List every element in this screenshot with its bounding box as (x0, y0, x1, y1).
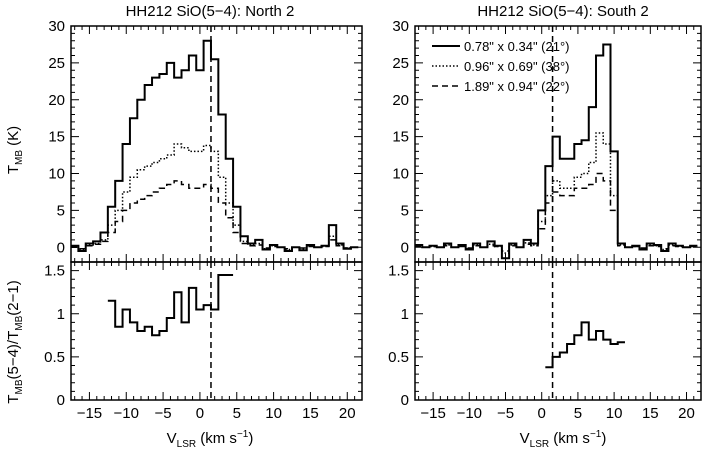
x-tick-label: −10 (457, 405, 482, 422)
y-tick-label: 1.5 (388, 263, 409, 280)
y-tick-label: 0 (401, 392, 409, 409)
series-solid-line (545, 321, 625, 369)
y-tick-label: 30 (392, 18, 409, 35)
x-tick-label: −10 (114, 405, 139, 422)
y-tick-label: 20 (48, 92, 65, 109)
y-tick-label: 20 (392, 92, 409, 109)
y-tick-label: 1 (401, 306, 409, 323)
x-tick-label: −15 (420, 405, 445, 422)
y-tick-label: 0.5 (44, 349, 65, 366)
y-tick-label: 5 (401, 202, 409, 219)
x-tick-label: 0 (538, 405, 546, 422)
x-tick-label: 20 (339, 405, 356, 422)
y-tick-label: 15 (48, 129, 65, 146)
x-tick-label: 10 (265, 405, 282, 422)
legend-label-dashed: 1.89" x 0.94" (22°) (464, 79, 570, 94)
x-tick-label: 0 (196, 405, 204, 422)
xlabel-left: VLSR (km s−1) (167, 429, 254, 450)
y-tick-label: 0 (57, 239, 65, 256)
panel-south-spectrum: 0 5 10 15 20 25 30 (392, 18, 702, 263)
y-tick-label: 10 (392, 166, 409, 183)
y-tick-label: 25 (392, 55, 409, 72)
series-dashed-line (415, 172, 698, 252)
plot-frame (70, 25, 363, 263)
series-dotted-line (71, 143, 359, 251)
panel-north-spectrum: 0 5 10 15 20 25 30 (48, 18, 363, 263)
x-tick-label: 5 (574, 405, 582, 422)
plot-frame (70, 261, 363, 401)
y-tick-label: 0 (401, 239, 409, 256)
x-tick-label: 20 (678, 405, 695, 422)
y-tick-label: 5 (57, 202, 65, 219)
series-solid-line (107, 273, 234, 337)
x-tick-label: −5 (497, 405, 514, 422)
x-tick-label: 5 (233, 405, 241, 422)
y-tick-label: 10 (48, 166, 65, 183)
series-solid-line (415, 43, 698, 260)
plot-frame (414, 261, 702, 401)
series-dashed-line (71, 180, 359, 250)
y-tick-label: 15 (392, 129, 409, 146)
x-tick-label: 15 (642, 405, 659, 422)
panel-south-ratio: −15 −10 −5 0 5 10 15 20 0 0.5 1 1.5 (388, 261, 702, 422)
x-tick-label: −15 (77, 405, 102, 422)
x-tick-label: 10 (606, 405, 623, 422)
ylabel-ratio: TMB(5−4)/TMB(2−1) (5, 280, 25, 403)
y-tick-label: 30 (48, 18, 65, 35)
series-dotted-line (415, 132, 698, 254)
y-tick-label: 1.5 (44, 263, 65, 280)
title-south: HH212 SiO(5−4): South 2 (477, 3, 648, 20)
panel-north-ratio: −15 −10 −5 0 5 10 15 20 0 0.5 1 1.5 (44, 261, 363, 422)
y-tick-label: 0 (57, 392, 65, 409)
legend-label-solid: 0.78" x 0.34" (21°) (464, 39, 570, 54)
y-tick-label: 25 (48, 55, 65, 72)
x-tick-label: −5 (155, 405, 172, 422)
legend-label-dotted: 0.96" x 0.69" (38°) (464, 59, 570, 74)
y-tick-label: 1 (57, 306, 65, 323)
ylabel-temperature: TMB (K) (5, 126, 25, 174)
x-tick-label: 15 (302, 405, 319, 422)
legend: 0.78" x 0.34" (21°) 0.96" x 0.69" (38°) … (432, 39, 570, 94)
xlabel-right: VLSR (km s−1) (520, 429, 607, 450)
series-solid-line (71, 39, 359, 252)
y-tick-label: 0.5 (388, 349, 409, 366)
title-north: HH212 SiO(5−4): North 2 (126, 3, 295, 20)
